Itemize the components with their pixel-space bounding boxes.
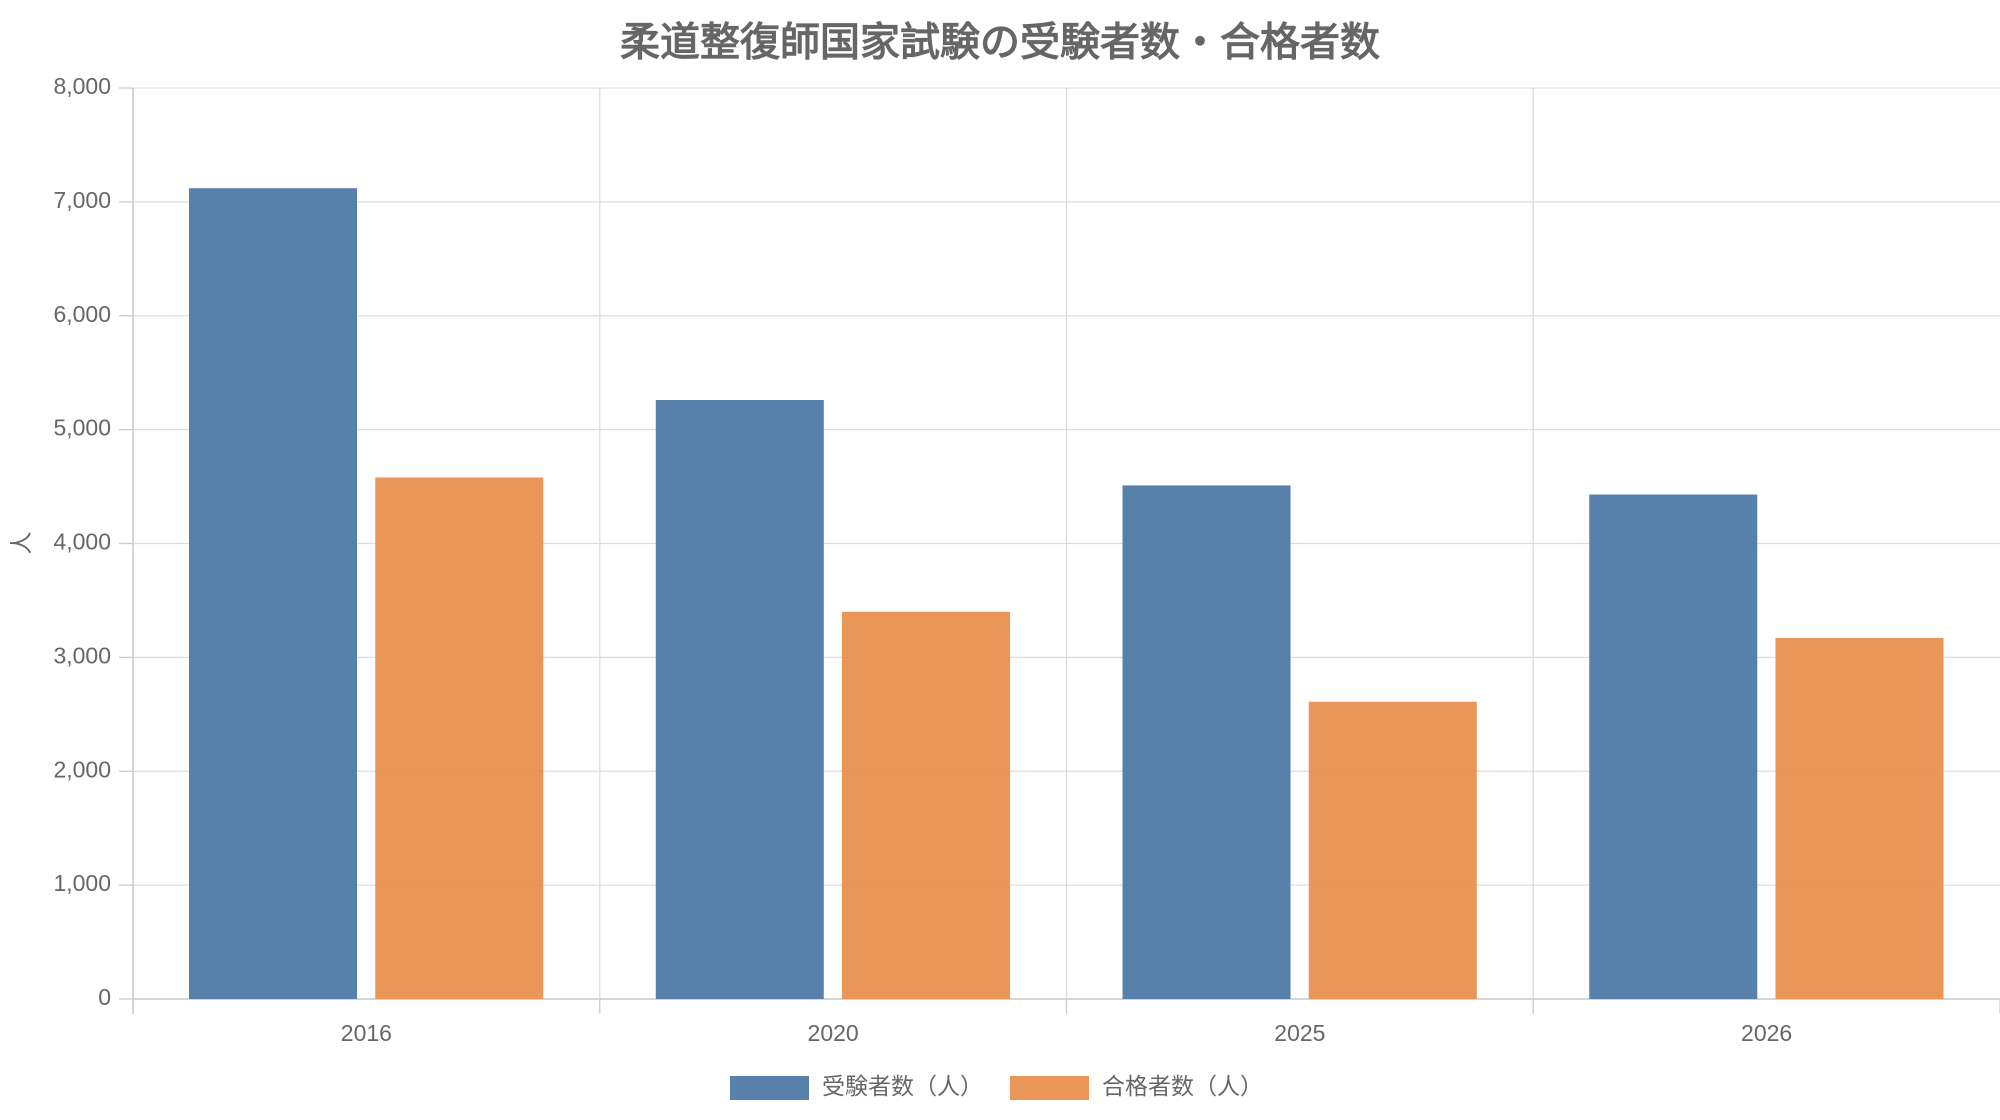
- bar: [375, 477, 544, 999]
- bar: [1122, 485, 1291, 1000]
- y-tick-label: 1,000: [53, 870, 111, 896]
- legend-swatch: [1010, 1076, 1089, 1100]
- y-tick-label: 4,000: [53, 529, 111, 555]
- bar: [1308, 701, 1477, 999]
- legend-label: 受験者数（人）: [822, 1073, 983, 1099]
- legend-swatch: [730, 1076, 809, 1100]
- y-tick-label: 2,000: [53, 756, 111, 782]
- y-axis-label: 人: [8, 532, 34, 555]
- x-tick-label: 2020: [808, 1020, 859, 1046]
- y-tick-label: 7,000: [53, 187, 111, 213]
- chart-title: 柔道整復師国家試験の受験者数・合格者数: [620, 21, 1380, 65]
- bar: [655, 400, 824, 1000]
- bar: [841, 611, 1011, 999]
- y-tick-label: 8,000: [53, 73, 111, 99]
- y-tick-label: 5,000: [53, 415, 111, 441]
- x-tick-label: 2016: [341, 1020, 392, 1046]
- y-tick-label: 0: [98, 984, 111, 1010]
- x-tick-label: 2026: [1741, 1020, 1792, 1046]
- bar: [189, 188, 358, 999]
- legend-label: 合格者数（人）: [1102, 1073, 1263, 1099]
- bar: [1589, 494, 1758, 999]
- y-tick-label: 6,000: [53, 301, 111, 327]
- x-tick-label: 2025: [1274, 1020, 1325, 1046]
- y-tick-label: 3,000: [53, 642, 111, 668]
- bar: [1775, 638, 1944, 999]
